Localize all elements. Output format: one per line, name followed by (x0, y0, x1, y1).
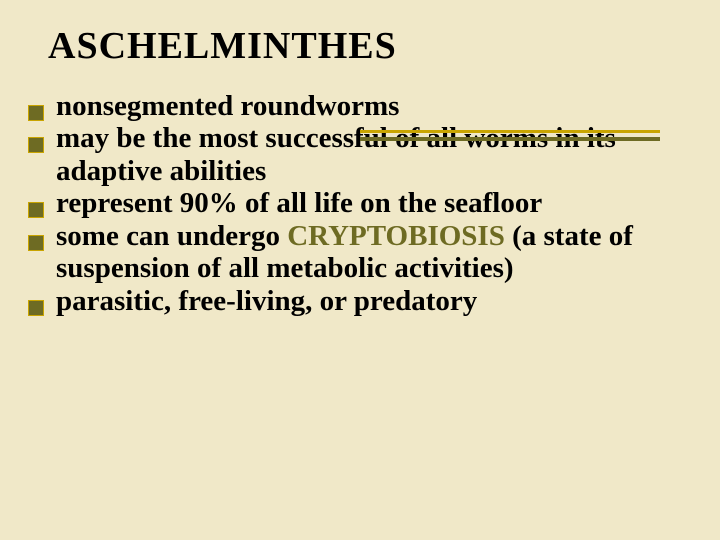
square-bullet-icon (28, 105, 44, 121)
list-item: may be the most successful of all worms … (28, 122, 692, 187)
bullet-text: may be the most successful of all worms … (56, 122, 692, 187)
bullet-text: some can undergo CRYPTOBIOSIS (a state o… (56, 220, 692, 285)
list-item: parasitic, free-living, or predatory (28, 285, 692, 317)
list-item: some can undergo CRYPTOBIOSIS (a state o… (28, 220, 692, 285)
list-item: nonsegmented roundworms (28, 90, 692, 122)
bullet-text: parasitic, free-living, or predatory (56, 285, 477, 317)
square-bullet-icon (28, 300, 44, 316)
square-bullet-icon (28, 202, 44, 218)
bullet-text: represent 90% of all life on the seafloo… (56, 187, 542, 219)
slide: ASCHELMINTHES nonsegmented roundwormsmay… (0, 0, 720, 540)
bullet-text-pre: some can undergo (56, 220, 287, 252)
square-bullet-icon (28, 137, 44, 153)
slide-title: ASCHELMINTHES (48, 24, 692, 68)
list-item: represent 90% of all life on the seafloo… (28, 187, 692, 219)
bullet-text: nonsegmented roundworms (56, 90, 399, 122)
bullet-list: nonsegmented roundwormsmay be the most s… (28, 90, 692, 317)
square-bullet-icon (28, 235, 44, 251)
bullet-highlight: CRYPTOBIOSIS (287, 220, 505, 252)
